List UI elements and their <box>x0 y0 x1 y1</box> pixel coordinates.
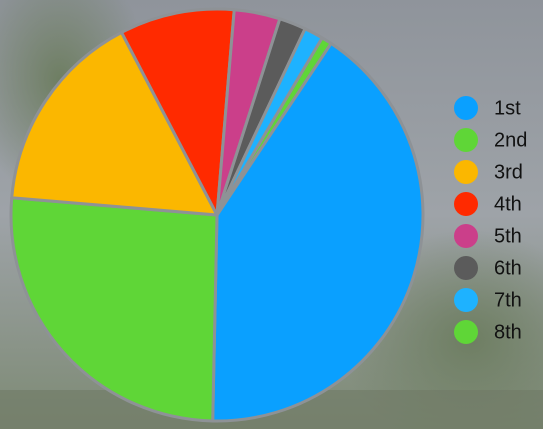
pie <box>9 7 425 423</box>
legend-marker <box>454 320 478 344</box>
legend-marker <box>454 192 478 216</box>
legend-marker <box>454 160 478 184</box>
legend-label: 1st <box>494 97 521 119</box>
pie-slice <box>211 41 425 423</box>
legend: 1st 2nd 3rd 4th 5th 6th 7th 8th <box>454 96 527 344</box>
legend-marker <box>454 288 478 312</box>
legend-label: 8th <box>494 321 522 343</box>
legend-label: 7th <box>494 289 522 311</box>
legend-label: 3rd <box>494 161 523 183</box>
pie-slice <box>9 196 219 423</box>
legend-label: 4th <box>494 193 522 215</box>
legend-label: 5th <box>494 225 522 247</box>
pie-slice <box>10 30 219 217</box>
legend-marker <box>454 128 478 152</box>
legend-label: 2nd <box>494 129 527 151</box>
pie-slice <box>120 7 236 217</box>
legend-marker <box>454 256 478 280</box>
legend-marker <box>454 96 478 120</box>
legend-label: 6th <box>494 257 522 279</box>
legend-marker <box>454 224 478 248</box>
pie-slice <box>215 36 333 217</box>
